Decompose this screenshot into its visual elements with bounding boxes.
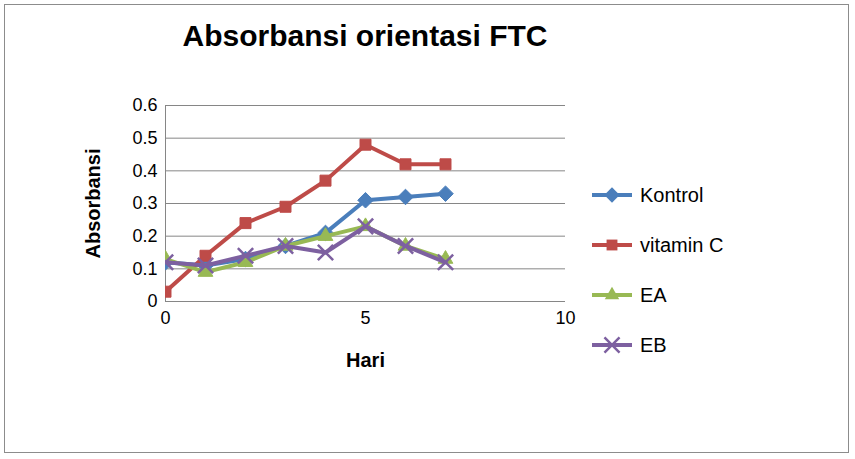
html-text:EA: EA: [640, 283, 667, 306]
svg-text:Absorbansi: Absorbansi: [82, 148, 104, 258]
svg-text:0.4: 0.4: [132, 161, 157, 181]
html-text:EB: EB: [640, 333, 667, 356]
svg-text:0.1: 0.1: [132, 259, 157, 279]
svg-text:0.2: 0.2: [132, 226, 157, 246]
svg-text:0.6: 0.6: [132, 95, 157, 115]
html-text:Absorbansi orientasi FTC: Absorbansi orientasi FTC: [182, 19, 548, 52]
svg-text:10: 10: [555, 308, 575, 328]
svg-text:0.5: 0.5: [132, 128, 157, 148]
svg-text:5: 5: [360, 308, 370, 328]
svg-text:0.3: 0.3: [132, 193, 157, 213]
svg-text:Hari: Hari: [346, 349, 385, 371]
svg-text:0: 0: [147, 291, 157, 311]
svg-text:0: 0: [160, 308, 170, 328]
html-text:vitamin C: vitamin C: [640, 233, 724, 256]
html-text:Kontrol: Kontrol: [640, 183, 704, 206]
